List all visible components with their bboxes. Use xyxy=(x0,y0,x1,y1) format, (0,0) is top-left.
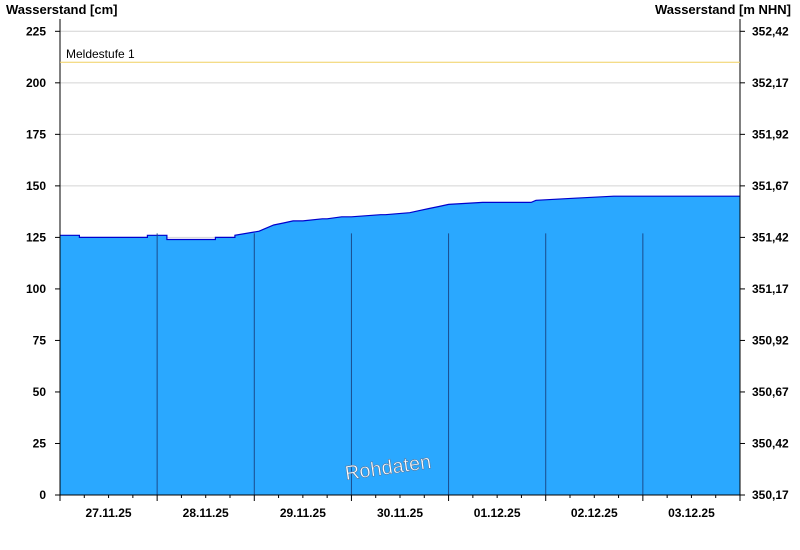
y-tick-label-right: 350,67 xyxy=(752,385,789,399)
water-level-area xyxy=(60,196,740,495)
x-tick-label: 29.11.25 xyxy=(280,506,326,520)
y-tick-label-right: 351,92 xyxy=(752,127,789,141)
y-tick-label-left: 125 xyxy=(26,230,46,244)
y-tick-label-left: 75 xyxy=(33,333,47,347)
y-tick-label-left: 175 xyxy=(26,127,46,141)
x-tick-label: 28.11.25 xyxy=(183,506,229,520)
x-tick-label: 27.11.25 xyxy=(86,506,132,520)
y-tick-label-right: 351,17 xyxy=(752,282,789,296)
y-tick-label-right: 352,17 xyxy=(752,76,789,90)
plot-area xyxy=(60,195,740,495)
x-tick-label: 30.11.25 xyxy=(377,506,423,520)
y-tick-label-right: 351,42 xyxy=(752,230,789,244)
y-tick-label-left: 25 xyxy=(33,436,47,450)
y-tick-label-left: 100 xyxy=(26,282,46,296)
meldestufe-layer: Meldestufe 1 xyxy=(60,47,740,63)
y-tick-label-left: 50 xyxy=(33,385,47,399)
y-tick-label-left: 200 xyxy=(26,76,46,90)
axes: 0 350,17 25 350,42 50 350,67 75 350,92 100 351,17… xyxy=(26,19,789,520)
water-level-line xyxy=(60,195,740,241)
y-tick-label-right: 351,67 xyxy=(752,179,789,193)
left-axis-title: Wasserstand [cm] xyxy=(6,2,118,17)
y-tick-label-right: 350,17 xyxy=(752,488,789,502)
y-tick-label-right: 350,92 xyxy=(752,333,789,347)
y-tick-label-right: 352,42 xyxy=(752,24,789,38)
x-tick-label: 02.12.25 xyxy=(571,506,618,520)
x-tick-label: 01.12.25 xyxy=(474,506,521,520)
y-tick-label-right: 350,42 xyxy=(752,436,789,450)
x-tick-label: 03.12.25 xyxy=(668,506,715,520)
y-tick-label-left: 225 xyxy=(26,24,46,38)
y-tick-label-left: 0 xyxy=(39,488,46,502)
right-axis-title: Wasserstand [m NHN] xyxy=(655,2,791,17)
meldestufe-label: Meldestufe 1 xyxy=(66,47,135,61)
y-tick-label-left: 150 xyxy=(26,179,46,193)
